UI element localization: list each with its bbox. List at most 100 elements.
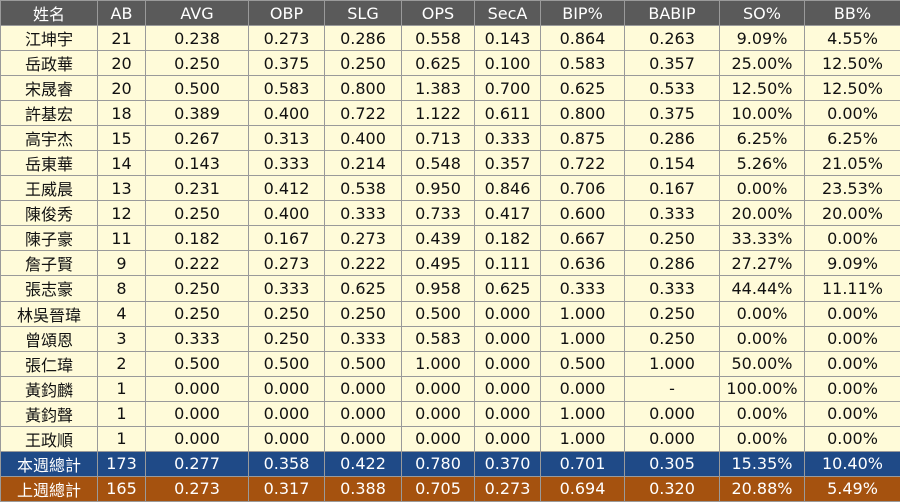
stat-cell: 20.88% [719, 475, 805, 502]
stat-cell: 0.400 [248, 100, 325, 127]
player-row: 詹子賢 9 0.222 0.273 0.222 0.495 0.111 0.636 0.286 2… [0, 250, 900, 277]
stat-cell: 0.222 [324, 250, 402, 277]
stat-cell: 0.100 [474, 50, 541, 77]
player-name: 張志豪 [0, 275, 98, 302]
stat-cell: 20 [97, 50, 146, 77]
stat-cell: 0.417 [474, 200, 541, 227]
stat-cell: 0.388 [324, 475, 402, 502]
stat-cell: 0.548 [401, 150, 475, 177]
stat-cell: 0.263 [624, 24, 720, 52]
stat-cell: 0.875 [540, 125, 625, 152]
stat-cell: 23.53% [804, 175, 900, 202]
player-row: 宋晟睿 20 0.500 0.583 0.800 1.383 0.700 0.625 0.533… [0, 75, 900, 102]
player-row: 高宇杰 15 0.267 0.313 0.400 0.713 0.333 0.875 0.286… [0, 125, 900, 152]
stat-cell: 0.00% [804, 325, 900, 352]
stat-cell: 4 [97, 300, 146, 327]
stat-cell: 0.636 [540, 250, 625, 277]
stat-cell: 0.111 [474, 250, 541, 277]
stat-cell: 0.000 [474, 325, 541, 352]
stat-cell: 1.000 [540, 425, 625, 452]
player-name: 王政順 [0, 425, 98, 452]
stat-cell: 0.182 [145, 225, 249, 252]
stat-cell: 12.50% [804, 75, 900, 102]
stat-cell: 0.167 [248, 225, 325, 252]
stat-cell: 0.00% [804, 100, 900, 127]
stat-cell: 0.701 [540, 450, 625, 477]
stat-cell: 0.273 [324, 225, 402, 252]
header-cell: SLG [324, 0, 402, 26]
stat-cell: 0.000 [401, 425, 475, 452]
stat-cell: 0.600 [540, 200, 625, 227]
stat-cell: 1.000 [540, 400, 625, 427]
header-cell: SecA [474, 0, 541, 26]
stat-cell: 0.167 [624, 175, 720, 202]
stat-cell: 0.500 [324, 350, 402, 377]
stat-cell: 0.357 [474, 150, 541, 177]
stat-cell: 0.500 [401, 300, 475, 327]
player-name: 岳政華 [0, 50, 98, 77]
stat-cell: 1.000 [540, 325, 625, 352]
stat-cell: 0.000 [474, 300, 541, 327]
stat-cell: 0.439 [401, 225, 475, 252]
stat-cell: 21.05% [804, 150, 900, 177]
stat-cell: 9 [97, 250, 146, 277]
stat-cell: 0.00% [719, 300, 805, 327]
stat-cell: 0.400 [324, 125, 402, 152]
stat-cell: 0.625 [401, 50, 475, 77]
stat-cell: 20.00% [719, 200, 805, 227]
stat-cell: 44.44% [719, 275, 805, 302]
player-row: 曾頌恩 3 0.333 0.250 0.333 0.583 0.000 1.000 0.250 0… [0, 325, 900, 352]
stat-cell: 0.533 [624, 75, 720, 102]
stat-cell: 0.700 [474, 75, 541, 102]
stat-cell: 0.800 [324, 75, 402, 102]
header-cell: AB [97, 0, 146, 26]
stat-cell: 1 [97, 425, 146, 452]
stat-cell: 0.250 [324, 50, 402, 77]
stat-cell: 0.400 [248, 200, 325, 227]
stat-cell: 0.00% [719, 425, 805, 452]
player-row: 江坤宇 21 0.238 0.273 0.286 0.558 0.143 0.864 0.263… [0, 24, 900, 52]
stat-cell: 11.11% [804, 275, 900, 302]
stat-cell: 0.000 [474, 400, 541, 427]
stat-cell: 0.000 [145, 375, 249, 402]
header-cell: OBP [248, 0, 325, 26]
stat-cell: 1.383 [401, 75, 475, 102]
stat-cell: 0.500 [248, 350, 325, 377]
stat-cell: - [624, 375, 720, 402]
player-name: 張仁瑋 [0, 350, 98, 377]
summary-row: 上週總計 165 0.273 0.317 0.388 0.705 0.273 0.694 0.3… [0, 475, 900, 502]
stat-cell: 0.358 [248, 450, 325, 477]
stat-cell: 0.000 [474, 425, 541, 452]
stat-cell: 0.000 [401, 375, 475, 402]
player-name: 許基宏 [0, 100, 98, 127]
stat-cell: 0.558 [401, 24, 475, 52]
stat-cell: 0.286 [624, 125, 720, 152]
stat-cell: 1 [97, 400, 146, 427]
stat-cell: 1.000 [401, 350, 475, 377]
stat-cell: 0.333 [624, 275, 720, 302]
stat-cell: 0.000 [324, 400, 402, 427]
stat-cell: 0.154 [624, 150, 720, 177]
stat-cell: 0.412 [248, 175, 325, 202]
stat-cell: 0.333 [145, 325, 249, 352]
player-row: 陳俊秀 12 0.250 0.400 0.333 0.733 0.417 0.600 0.333… [0, 200, 900, 227]
stat-cell: 0.722 [324, 100, 402, 127]
stat-cell: 0.273 [248, 250, 325, 277]
stat-cell: 0.250 [145, 50, 249, 77]
stat-cell: 0.333 [324, 325, 402, 352]
stat-cell: 0.250 [624, 300, 720, 327]
player-name: 黃鈞麟 [0, 375, 98, 402]
stat-cell: 0.250 [324, 300, 402, 327]
stat-cell: 0.214 [324, 150, 402, 177]
stat-cell: 11 [97, 225, 146, 252]
stat-cell: 0.333 [324, 200, 402, 227]
stat-cell: 173 [97, 450, 146, 477]
stat-cell: 6.25% [719, 125, 805, 152]
stat-cell: 0.305 [624, 450, 720, 477]
stat-cell: 25.00% [719, 50, 805, 77]
player-name: 高宇杰 [0, 125, 98, 152]
stat-cell: 1.000 [540, 300, 625, 327]
stat-cell: 5.26% [719, 150, 805, 177]
header-cell: OPS [401, 0, 475, 26]
